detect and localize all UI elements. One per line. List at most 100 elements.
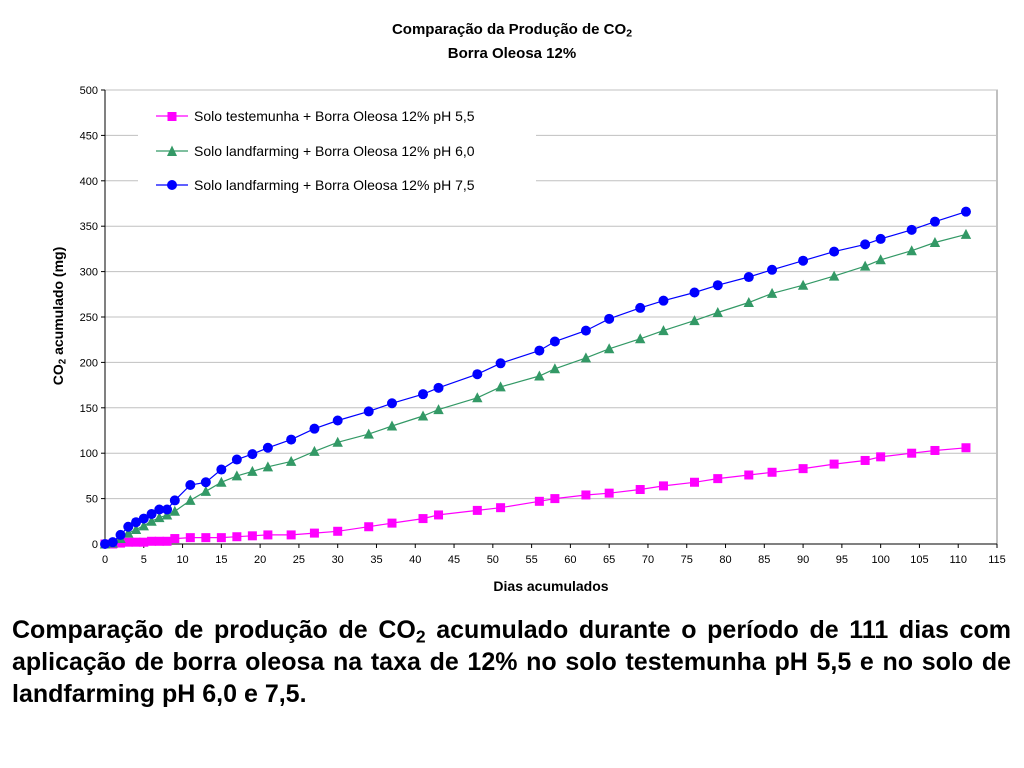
data-point-triangle [859,260,871,271]
data-point-square [550,494,560,504]
data-point-circle [200,477,211,488]
data-point-square [907,448,917,458]
x-tick-label: 45 [448,554,460,566]
legend-marker-square-icon [156,112,188,121]
data-point-triangle [929,237,941,248]
data-point-triangle [603,343,615,354]
data-point-square [798,464,808,474]
data-point-triangle [309,445,320,456]
data-point-triangle [797,279,809,290]
chart-subtitle: Borra Oleosa 12% [447,45,577,62]
data-point-square [829,459,839,469]
x-tick-label: 100 [871,554,889,566]
data-point-triangle [549,363,561,374]
data-point-triangle [743,296,754,307]
data-point-circle [433,382,444,393]
data-point-square [333,526,343,536]
chart-title-subscript: 2 [626,27,633,40]
chart-title: Comparação da Produção de CO2 [391,21,633,40]
data-point-square [604,488,614,498]
data-point-square [139,537,149,547]
data-point-triangle [285,455,297,466]
y-axis-label: CO2 acumulado (mg) [50,246,69,386]
y-tick-label: 400 [80,176,98,188]
x-tick-label: 55 [525,554,537,566]
data-point-square [418,514,428,524]
data-point-circle [123,521,134,532]
data-point-circle [580,325,591,336]
data-point-triangle [146,515,157,526]
data-point-square [154,536,164,546]
data-point-square [658,481,668,491]
data-point-square [232,532,242,542]
data-point-square [364,522,374,532]
data-point-triangle [130,523,142,534]
data-point-triangle [138,520,149,531]
legend-label-ph75: Solo landfarming + Borra Oleosa 12% pH 7… [194,177,475,193]
x-tick-label: 75 [681,554,693,566]
data-point-circle [216,464,227,475]
y-tick-label: 450 [80,130,98,142]
data-point-square [534,496,544,506]
data-point-circle [549,336,560,347]
data-point-triangle [635,333,646,344]
x-tick-label: 90 [797,554,809,566]
data-point-circle [169,495,180,506]
data-point-square [185,533,195,543]
data-point-square [309,528,319,538]
data-point-triangle [433,404,444,415]
data-point-circle [472,369,483,380]
data-point-square [744,470,754,480]
y-tick-label: 50 [86,494,98,506]
data-point-circle [115,529,126,540]
data-point-circle [107,537,118,548]
figure-caption: Comparação de produção de CO2 acumulado … [12,616,1012,708]
data-point-triangle [906,245,917,256]
data-point-circle [860,239,871,250]
x-tick-label: 70 [642,554,654,566]
data-point-square [961,443,971,453]
data-point-triangle [472,392,483,403]
data-point-square [496,503,506,513]
x-tick-label: 50 [487,554,499,566]
data-point-square [472,505,482,515]
data-point-triangle [875,254,886,265]
data-point-triangle [154,512,165,523]
data-point-circle [743,272,754,283]
legend-label-ph55: Solo testemunha + Borra Oleosa 12% pH 5,… [194,108,475,124]
x-tick-label: 10 [176,554,188,566]
data-point-triangle [185,494,196,505]
x-tick-label: 95 [836,554,848,566]
chart-legend: Solo testemunha + Borra Oleosa 12% pH 5,… [138,98,536,204]
data-point-circle [162,504,173,515]
y-tick-label: 0 [92,539,98,551]
data-point-circle [138,513,149,524]
x-tick-label: 40 [409,554,421,566]
data-point-triangle [580,352,592,363]
y-tick-label: 350 [80,221,98,233]
legend-item-ph55: Solo testemunha + Borra Oleosa 12% pH 5,… [154,105,475,127]
legend-label-ph60: Solo landfarming + Borra Oleosa 12% pH 6… [194,143,475,159]
data-point-square [170,534,180,544]
data-point-triangle [386,420,398,431]
x-tick-label: 25 [293,554,305,566]
data-point-circle [231,454,242,465]
y-tick-label: 150 [80,403,98,415]
data-point-circle [418,389,429,400]
data-point-triangle [828,270,840,281]
data-point-circle [798,255,809,266]
x-tick-label: 5 [141,554,147,566]
x-axis-label: Dias acumulados [493,578,609,594]
x-tick-label: 0 [102,554,108,566]
x-tick-label: 30 [332,554,344,566]
data-point-circle [929,216,940,227]
data-point-square [930,445,940,455]
data-point-circle [286,434,297,445]
data-point-square [713,474,723,484]
data-point-circle [767,264,778,275]
legend-item-ph60: Solo landfarming + Borra Oleosa 12% pH 6… [154,140,475,162]
data-point-circle [154,504,165,515]
x-tick-label: 35 [370,554,382,566]
data-point-square [876,452,886,462]
data-point-square [434,510,444,520]
